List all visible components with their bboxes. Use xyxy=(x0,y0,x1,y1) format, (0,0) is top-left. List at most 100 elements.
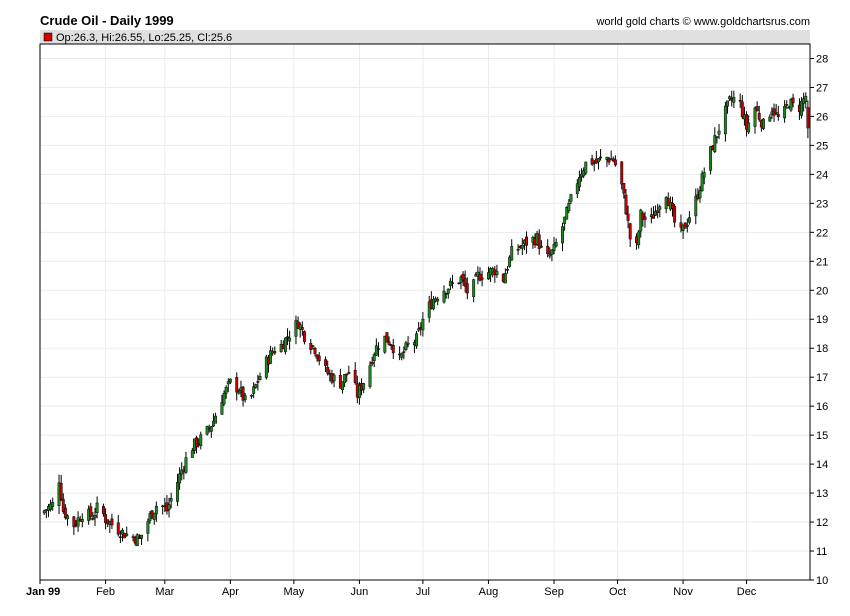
candle xyxy=(774,103,778,116)
candle xyxy=(552,237,556,255)
candle-body-down xyxy=(235,377,239,393)
candle-body-up xyxy=(212,420,215,427)
candle-body-down xyxy=(624,194,628,215)
candle xyxy=(584,161,588,176)
candle-body-up xyxy=(406,342,410,345)
x-tick-label: Apr xyxy=(222,586,239,598)
ohlc-readout: Op:26.3, Hi:26.55, Lo:25.25, Cl:25.6 xyxy=(56,32,232,44)
candle xyxy=(184,451,188,474)
candle xyxy=(385,332,389,343)
candle-body-up xyxy=(436,298,440,302)
candle-body-down xyxy=(806,107,810,129)
candle-body-down xyxy=(63,507,67,518)
grid xyxy=(39,44,810,581)
candle xyxy=(228,378,232,385)
candle-body-up xyxy=(199,434,203,447)
candle-body-up xyxy=(768,116,772,122)
candle xyxy=(209,425,213,438)
x-tick-label: Nov xyxy=(673,586,693,598)
candle-body-down xyxy=(590,158,594,165)
candle xyxy=(341,381,344,394)
y-tick-label: 23 xyxy=(816,198,828,210)
candle xyxy=(80,513,84,528)
candle-body-up xyxy=(347,372,351,374)
candle-body-up xyxy=(694,196,698,217)
candle xyxy=(421,312,425,337)
candle xyxy=(343,374,347,388)
candle-body-up xyxy=(93,515,97,518)
candle-body-up xyxy=(368,365,372,387)
candle xyxy=(789,98,793,112)
candle-body-up xyxy=(503,273,507,284)
candle-body-down xyxy=(546,245,550,255)
ohlc-header-band xyxy=(40,30,810,44)
candle xyxy=(391,339,395,359)
candle xyxy=(626,205,630,229)
candle xyxy=(738,93,742,108)
y-tick-label: 10 xyxy=(816,575,828,587)
candle-body-up xyxy=(404,342,408,350)
candle xyxy=(637,229,641,249)
candle-body-up xyxy=(415,333,418,347)
y-tick-label: 19 xyxy=(816,314,828,326)
chart-source: world gold charts © www.goldchartsrus.co… xyxy=(595,16,810,28)
candle xyxy=(374,338,378,357)
candle-body-down xyxy=(671,202,674,209)
candle xyxy=(546,239,550,258)
y-tick-label: 28 xyxy=(816,53,828,65)
candle-body-up xyxy=(343,374,347,383)
candle-body-up xyxy=(357,385,361,399)
y-tick-label: 26 xyxy=(816,111,828,123)
candle-body-down xyxy=(626,213,630,221)
candle xyxy=(317,352,321,366)
candle xyxy=(180,462,184,481)
x-tick-label: May xyxy=(283,586,304,598)
candle xyxy=(715,136,719,144)
candle-body-up xyxy=(205,426,209,435)
candle-body-up xyxy=(51,502,55,507)
candle-body-down xyxy=(620,161,624,185)
candle-body-down xyxy=(461,273,465,281)
candle xyxy=(264,354,268,380)
candle-body-down xyxy=(643,216,647,220)
candle-body-down xyxy=(465,283,469,294)
candle xyxy=(785,100,789,109)
candle-body-up xyxy=(332,374,336,382)
candle xyxy=(700,170,704,192)
candle-body-up xyxy=(180,469,184,475)
candle xyxy=(176,473,179,507)
candle-body-up xyxy=(728,96,732,100)
candle-body-up xyxy=(383,335,387,353)
candle xyxy=(510,239,514,261)
candle-body-up xyxy=(264,356,268,378)
candle-body-up xyxy=(209,426,213,432)
candle xyxy=(332,373,336,388)
candle xyxy=(548,247,552,259)
candle xyxy=(442,285,446,304)
candle-body-up xyxy=(252,386,256,394)
candle xyxy=(652,206,655,219)
candle xyxy=(400,352,404,361)
candle-body-down xyxy=(116,522,120,535)
candle-body-up xyxy=(472,279,476,297)
candle xyxy=(755,101,759,112)
candle xyxy=(436,296,440,306)
candle xyxy=(326,360,330,376)
candle-body-up xyxy=(597,158,600,163)
candle xyxy=(102,503,105,517)
candle xyxy=(569,193,573,205)
candle-body-up xyxy=(258,376,262,381)
candle-body-up xyxy=(569,194,573,202)
y-tick-label: 24 xyxy=(816,169,828,181)
candle xyxy=(444,292,448,299)
x-tick-label: Oct xyxy=(609,586,626,598)
x-tick-label: Feb xyxy=(96,586,115,598)
x-tick-label: Jul xyxy=(416,586,430,598)
candle-body-down xyxy=(370,361,374,365)
candle xyxy=(241,385,245,407)
candle xyxy=(387,336,391,346)
candle xyxy=(417,322,421,332)
candle xyxy=(702,167,706,185)
candle-body-up xyxy=(709,146,713,171)
candle xyxy=(116,515,120,537)
